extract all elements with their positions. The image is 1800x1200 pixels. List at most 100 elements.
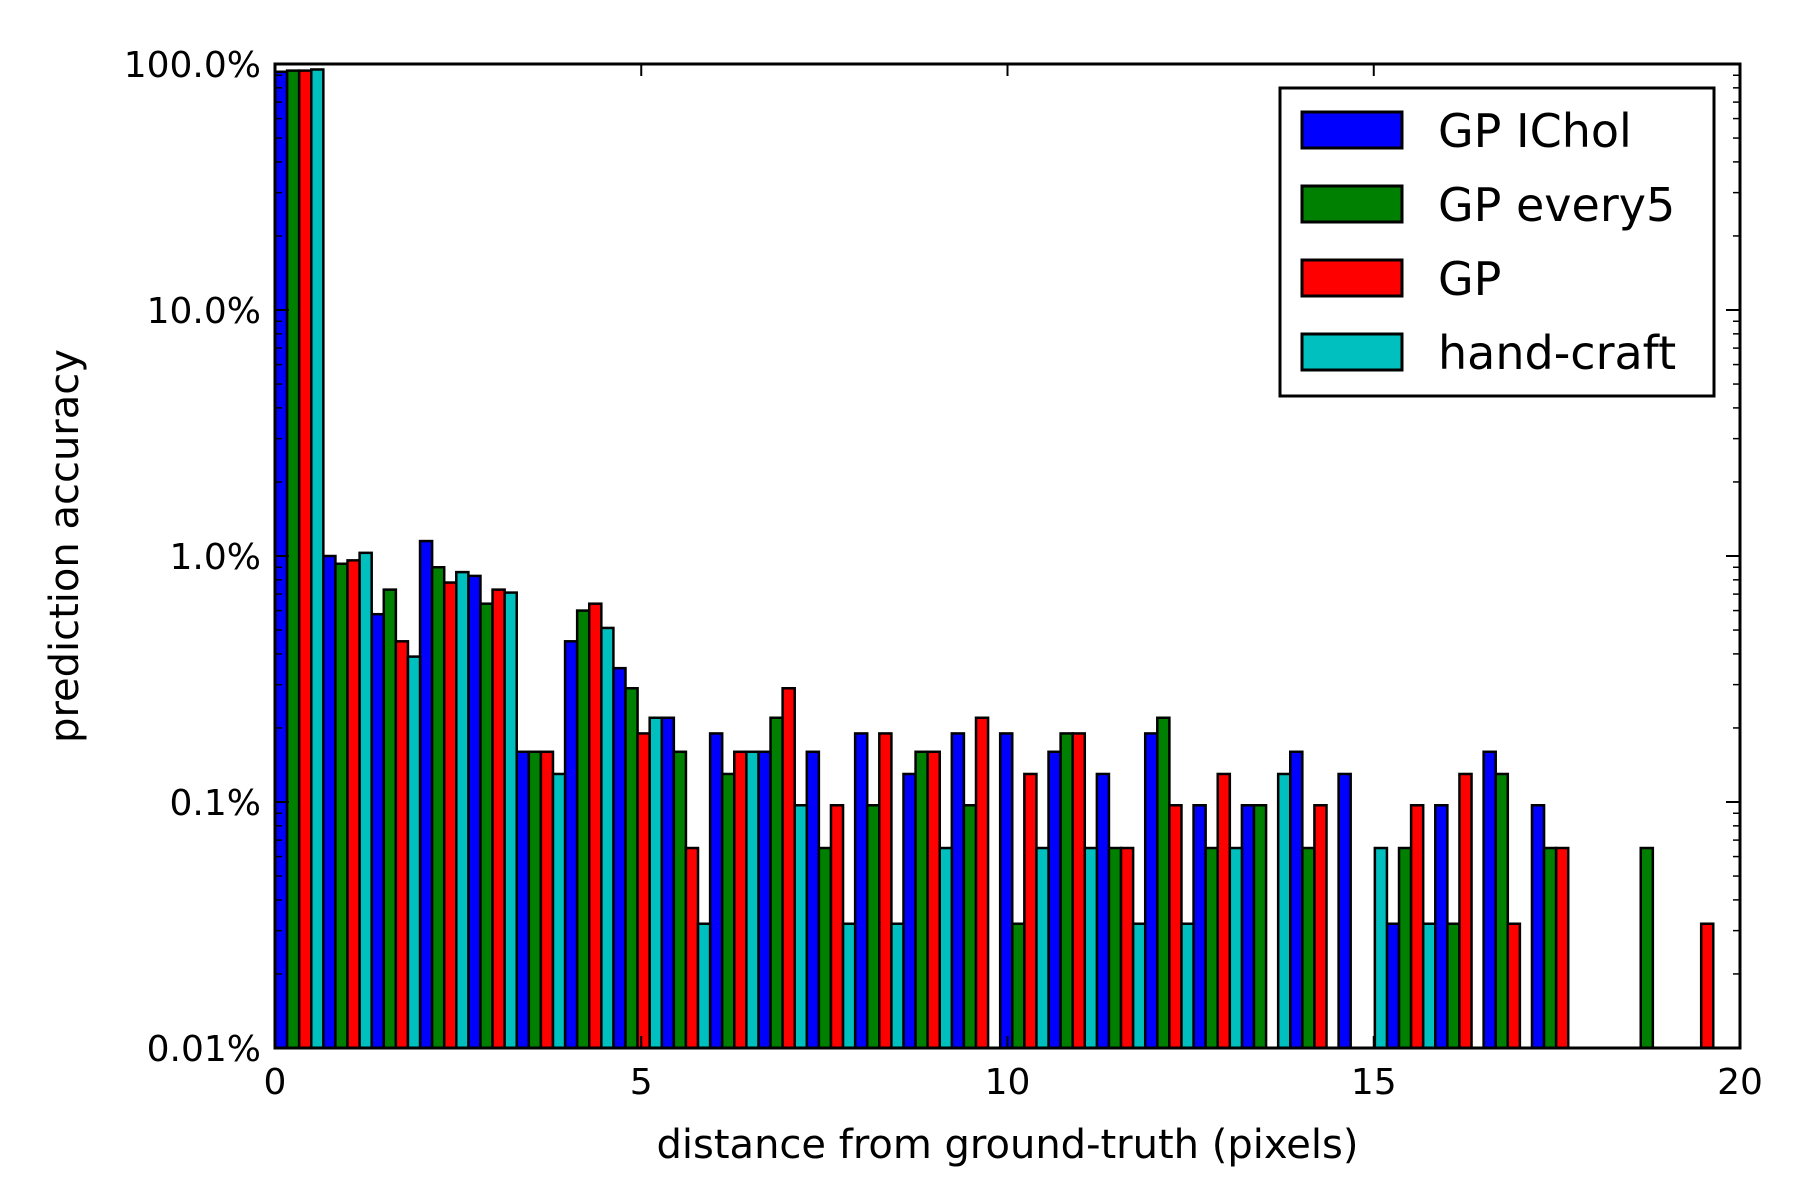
- bar: [1059, 732, 1074, 1050]
- bar: [551, 772, 567, 1050]
- bar: [757, 750, 772, 1050]
- bar: [1023, 772, 1038, 1050]
- bar: [841, 922, 857, 1050]
- bar: [479, 602, 494, 1050]
- bar: [974, 716, 990, 1050]
- bar: [1276, 772, 1292, 1050]
- bar: [1542, 846, 1558, 1050]
- y-tick-label: 0.01%: [147, 1029, 261, 1070]
- bar: [805, 750, 821, 1050]
- bar: [926, 750, 941, 1050]
- bar: [1639, 846, 1655, 1050]
- bar: [1397, 846, 1413, 1050]
- bar: [1240, 804, 1256, 1050]
- bar: [1530, 804, 1546, 1050]
- bar: [310, 68, 325, 1050]
- bar: [297, 69, 313, 1050]
- bar: [696, 922, 712, 1050]
- bar: [346, 559, 361, 1050]
- bar: [285, 69, 301, 1050]
- legend-swatch: [1300, 184, 1404, 224]
- x-axis: 0 5 10 15 20: [264, 64, 1763, 1103]
- bar: [1301, 846, 1316, 1050]
- bar: [998, 732, 1014, 1050]
- bar: [672, 750, 688, 1050]
- bar: [382, 588, 398, 1050]
- x-tick-label: 5: [630, 1062, 653, 1103]
- bar: [733, 750, 748, 1050]
- bar: [1385, 922, 1401, 1050]
- bar: [1494, 772, 1510, 1050]
- bar: [1143, 732, 1159, 1050]
- x-tick-label: 10: [985, 1062, 1031, 1103]
- bar: [1216, 772, 1232, 1050]
- bar: [1204, 846, 1219, 1050]
- bar: [684, 846, 700, 1050]
- bar: [781, 687, 796, 1050]
- bar: [1458, 772, 1473, 1050]
- bar: [890, 922, 905, 1050]
- bar: [745, 750, 760, 1050]
- legend-label: hand-craft: [1438, 326, 1676, 380]
- bar: [503, 591, 518, 1050]
- x-tick-label: 20: [1717, 1062, 1763, 1103]
- bar: [1482, 750, 1497, 1050]
- bar: [1035, 846, 1050, 1050]
- legend-swatch: [1300, 110, 1404, 150]
- bar: [1288, 750, 1304, 1050]
- x-tick-label: 15: [1351, 1062, 1397, 1103]
- bar: [1446, 922, 1461, 1050]
- bar: [1011, 922, 1026, 1050]
- bar: [1228, 846, 1244, 1050]
- bar: [1192, 804, 1207, 1050]
- bar: [624, 687, 639, 1050]
- bar: [769, 716, 784, 1050]
- bar: [455, 570, 470, 1050]
- bar: [539, 750, 555, 1050]
- bar: [370, 612, 386, 1050]
- bar: [636, 732, 651, 1050]
- bar: [648, 716, 664, 1050]
- x-tick-label: 0: [264, 1062, 287, 1103]
- bar: [1131, 922, 1147, 1050]
- bar: [1554, 846, 1570, 1050]
- bar: [878, 732, 893, 1050]
- bar: [817, 846, 833, 1050]
- y-axis-label: prediction accuracy: [42, 349, 88, 743]
- bar: [1699, 922, 1715, 1050]
- legend-label: GP: [1438, 252, 1501, 306]
- bar: [1313, 804, 1328, 1050]
- bar: [358, 551, 373, 1050]
- legend-swatch: [1300, 332, 1404, 372]
- bar: [853, 732, 869, 1050]
- bar: [708, 732, 724, 1050]
- bar: [491, 588, 506, 1050]
- bar: [334, 562, 349, 1050]
- bar: [515, 750, 531, 1050]
- bar: [720, 772, 736, 1050]
- legend-label: GP IChol: [1438, 104, 1632, 158]
- bar: [600, 626, 615, 1050]
- bar: [1409, 804, 1425, 1050]
- bar: [660, 716, 676, 1050]
- bar: [938, 846, 954, 1050]
- legend: GP IChol GP every5 GP hand-craft: [1278, 86, 1716, 398]
- bar: [430, 566, 446, 1050]
- bar: [962, 804, 978, 1050]
- bar: [1373, 846, 1389, 1050]
- bar: [406, 655, 422, 1050]
- bar: [587, 602, 603, 1050]
- bar: [829, 804, 845, 1050]
- bar: [902, 772, 917, 1050]
- bar: [865, 804, 881, 1050]
- bar: [1071, 732, 1087, 1050]
- bar: [1180, 922, 1195, 1050]
- bar: [1083, 846, 1099, 1050]
- bar: [1156, 716, 1171, 1050]
- bar: [467, 574, 482, 1050]
- bar: [1252, 804, 1268, 1050]
- bar: [914, 750, 929, 1050]
- bar: [612, 666, 627, 1050]
- bar: [1434, 804, 1449, 1050]
